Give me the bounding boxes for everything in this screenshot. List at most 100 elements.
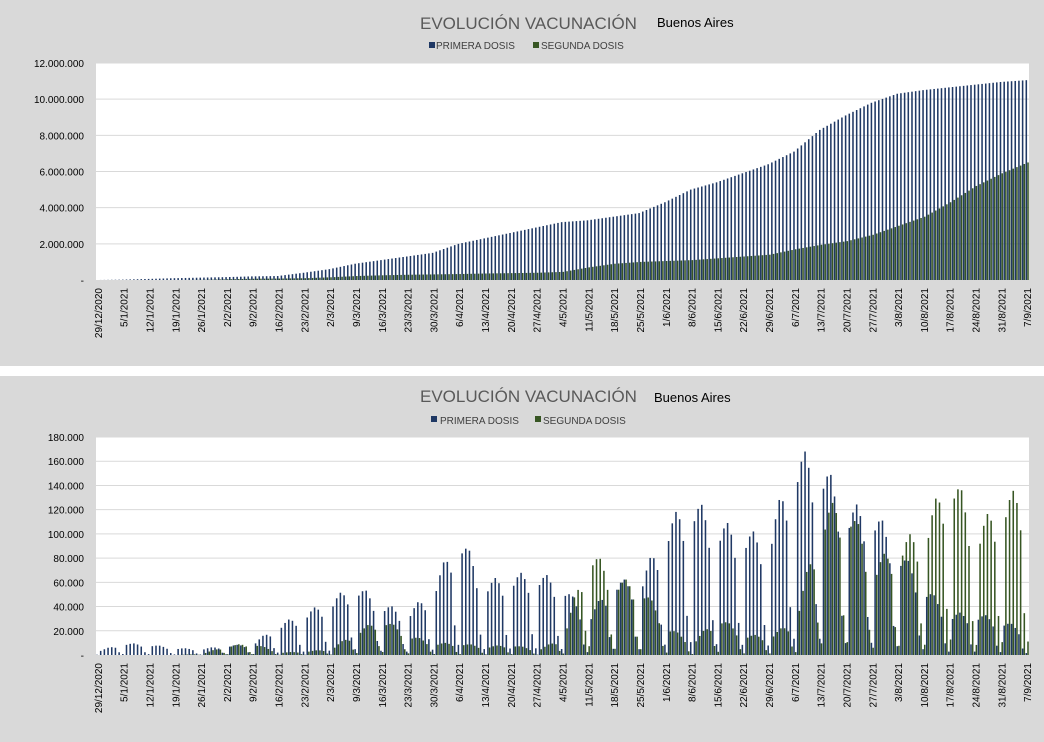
bar-primera-dosis [771,162,773,280]
bar-segunda-dosis [894,227,897,280]
chart-panel-daily: - 20.000 40.000 60.000 80.000 100.000 120.000 1… [0,376,1044,742]
bar-primera-dosis [232,276,235,280]
bar-primera-dosis [999,81,1002,280]
bar-segunda-dosis [496,273,498,280]
bar-primera-dosis [310,611,312,655]
bar-segunda-dosis [470,273,472,280]
bar-segunda-dosis [400,635,402,655]
bar-primera-dosis [203,649,205,655]
bar-segunda-dosis [496,645,498,655]
bar-segunda-dosis [743,653,745,655]
bar-primera-dosis [903,92,906,280]
bar-segunda-dosis [223,652,225,655]
bar-segunda-dosis [308,651,310,655]
bar-primera-dosis [446,247,449,280]
gridlines [96,436,1029,632]
bar-segunda-dosis [370,275,373,280]
bar-primera-dosis [837,531,840,655]
bar-primera-dosis [505,233,508,280]
bar-primera-dosis [383,259,386,280]
bar-primera-dosis [737,174,740,280]
bar-segunda-dosis [625,579,627,655]
bar-primera-dosis [855,504,858,655]
bar-segunda-dosis [861,237,863,280]
x-tick-label: 29/12/2020 [94,663,105,713]
bar-segunda-dosis [278,278,281,280]
x-tick-label: 12/1/2021 [145,663,156,708]
bar-segunda-dosis [1023,613,1026,655]
bar-segunda-dosis [381,275,384,280]
bar-segunda-dosis [994,541,996,655]
bar-primera-dosis [1021,648,1024,655]
bar-segunda-dosis [654,261,657,280]
bar-primera-dosis [468,550,471,655]
bar-primera-dosis [391,606,393,655]
x-axis: 29/12/2020 5/1/2021 12/1/2021 19/1/2021 26/1… [94,288,1034,338]
bar-primera-dosis [944,643,946,655]
bar-segunda-dosis [577,589,579,655]
bar-segunda-dosis [876,574,878,655]
bar-segunda-dosis [890,228,893,280]
bar-primera-dosis [944,87,946,280]
bar-primera-dosis [501,595,504,655]
bar-segunda-dosis [588,267,590,280]
bar-segunda-dosis [691,260,694,280]
bar-primera-dosis [579,220,581,280]
bar-primera-dosis [730,534,733,655]
bar-primera-dosis [712,620,714,655]
bar-primera-dosis [476,239,478,280]
bar-segunda-dosis [651,600,653,655]
bar-segunda-dosis [352,276,354,280]
bar-segunda-dosis [835,513,838,655]
bar-primera-dosis [195,277,198,280]
bar-segunda-dosis [226,654,229,655]
bar-segunda-dosis [352,649,354,655]
bar-primera-dosis [516,231,519,280]
bar-primera-dosis [575,221,578,280]
bar-segunda-dosis [422,274,424,280]
bar-segunda-dosis [584,267,587,280]
bar-primera-dosis [546,575,548,655]
bar-primera-dosis [1021,80,1024,280]
bar-primera-dosis [479,239,482,280]
bar-segunda-dosis [927,214,930,280]
bar-primera-dosis [487,237,489,280]
bar-segunda-dosis [625,262,627,280]
bar-primera-dosis [133,279,135,280]
bar-segunda-dosis [813,569,815,655]
bar-primera-dosis [782,501,784,655]
bar-segunda-dosis [643,598,646,655]
bar-segunda-dosis [433,654,436,655]
bar-primera-dosis [439,575,441,655]
x-tick-label: 24/8/2021 [972,663,983,708]
bar-segunda-dosis [687,260,690,280]
bar-segunda-dosis [979,184,981,280]
bar-primera-dosis [557,635,559,655]
bar-primera-dosis [922,649,924,655]
y-tick-label: 40.000 [53,603,84,614]
bar-primera-dosis [531,634,533,655]
bar-primera-dosis [184,648,187,655]
bar-segunda-dosis [499,645,502,655]
bar-segunda-dosis [942,206,944,280]
bar-segunda-dosis [750,255,753,280]
x-tick-label: 27/4/2021 [533,663,544,708]
bar-primera-dosis [586,220,589,280]
bar-segunda-dosis [879,232,882,280]
bar-primera-dosis [701,186,703,280]
bar-primera-dosis [671,523,674,655]
bar-segunda-dosis [994,176,996,280]
bar-segunda-dosis [215,649,218,655]
bar-segunda-dosis [245,646,247,655]
bar-segunda-dosis [455,651,458,655]
bar-primera-dosis [376,260,379,280]
bar-segunda-dosis [916,561,919,655]
bar-segunda-dosis [444,274,447,280]
bar-primera-dosis [324,641,327,655]
x-tick-label: 18/5/2021 [610,663,621,708]
bar-segunda-dosis [850,526,852,655]
bar-primera-dosis [874,530,876,655]
bar-segunda-dosis [957,489,959,655]
bar-segunda-dosis [931,515,933,655]
bar-segunda-dosis [573,597,576,655]
